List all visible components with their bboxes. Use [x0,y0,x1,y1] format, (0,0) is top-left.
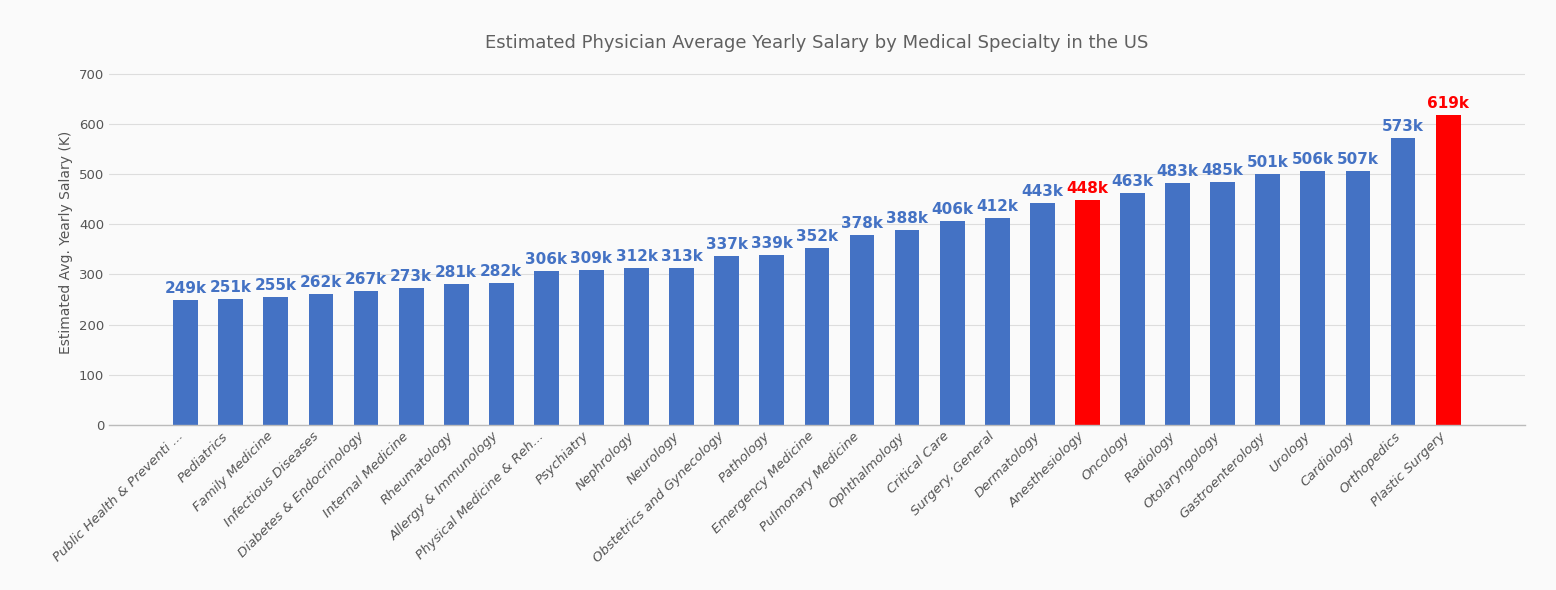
Text: 251k: 251k [210,280,252,295]
Bar [1030,203,1055,425]
Bar [669,268,694,425]
Text: 273k: 273k [391,269,433,284]
Text: 255k: 255k [255,278,297,293]
Bar [1120,193,1145,425]
Text: 262k: 262k [300,274,342,290]
Text: 388k: 388k [885,211,927,227]
Text: 506k: 506k [1291,152,1333,167]
Text: 463k: 463k [1111,174,1153,189]
Text: 337k: 337k [706,237,748,252]
Text: 448k: 448k [1066,181,1108,196]
Bar [173,300,198,425]
Bar [1301,171,1326,425]
Text: 406k: 406k [930,202,972,217]
Bar [263,297,288,425]
Bar [759,255,784,425]
Bar [308,293,333,425]
Bar [1075,201,1100,425]
Bar [714,256,739,425]
Bar [1165,183,1190,425]
Bar [804,248,829,425]
Bar [579,270,604,425]
Bar [985,218,1010,425]
Text: 313k: 313k [661,249,703,264]
Bar [218,299,243,425]
Text: 281k: 281k [436,265,478,280]
Text: 352k: 352k [795,230,839,244]
Bar [489,283,513,425]
Text: 267k: 267k [345,272,387,287]
Text: 378k: 378k [840,217,882,231]
Text: 619k: 619k [1427,96,1469,110]
Bar [534,271,559,425]
Title: Estimated Physician Average Yearly Salary by Medical Specialty in the US: Estimated Physician Average Yearly Salar… [485,34,1148,52]
Text: 309k: 309k [571,251,613,266]
Text: 483k: 483k [1156,164,1198,179]
Y-axis label: Estimated Avg. Yearly Salary (K): Estimated Avg. Yearly Salary (K) [59,130,73,353]
Text: 249k: 249k [165,281,207,296]
Bar [1346,171,1371,425]
Text: 443k: 443k [1021,184,1063,199]
Text: 412k: 412k [976,199,1018,214]
Text: 282k: 282k [481,264,523,280]
Text: 501k: 501k [1246,155,1288,170]
Bar [1256,173,1281,425]
Text: 339k: 339k [752,236,794,251]
Text: 507k: 507k [1337,152,1379,167]
Bar [1211,182,1235,425]
Bar [353,291,378,425]
Bar [624,268,649,425]
Bar [443,284,468,425]
Bar [940,221,965,425]
Bar [398,288,423,425]
Bar [1436,114,1461,425]
Text: 306k: 306k [526,253,568,267]
Bar [895,230,920,425]
Text: 573k: 573k [1382,119,1424,134]
Text: 485k: 485k [1201,163,1243,178]
Bar [850,235,874,425]
Text: 312k: 312k [616,250,658,264]
Bar [1391,137,1416,425]
